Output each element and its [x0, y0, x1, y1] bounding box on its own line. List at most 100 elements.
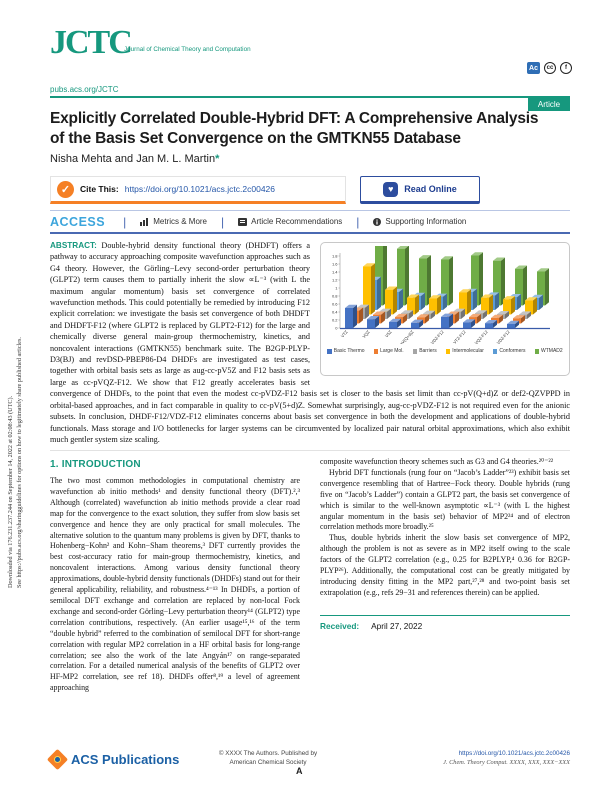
journal-url-link[interactable]: pubs.acs.org/JCTC [50, 85, 119, 94]
journal-citation: J. Chem. Theory Comput. XXXX, XXX, XXX−X… [443, 758, 570, 766]
recommendations-label: Article Recommendations [251, 217, 343, 226]
y-tick-label: 0.6 [332, 301, 338, 306]
download-watermark: Downloaded via 176.231.237.244 on Septem… [6, 236, 24, 588]
y-tick-label: 0.4 [332, 309, 338, 314]
received-label: Received: [320, 620, 360, 631]
separator: | [356, 214, 360, 229]
legend-item: Large Mol. [373, 348, 404, 355]
bar-chart-icon [140, 217, 149, 226]
supporting-info-label: Supporting Information [385, 217, 467, 226]
author-names[interactable]: Nisha Mehta and Jan M. L. Martin [50, 153, 216, 165]
chart-legend: Basic Thermo Large Mol. Barriers Intermolec… [324, 348, 566, 354]
y-tick-label: 0 [335, 325, 338, 330]
left-column: 1. INTRODUCTION The two most common meth… [50, 457, 300, 749]
access-link[interactable]: ACCESS [50, 214, 106, 229]
journal-logo: JCTC [50, 24, 133, 61]
right-column: composite wavefunction theory schemes su… [320, 457, 570, 749]
legend-item: Barriers [412, 348, 437, 355]
intro-paragraph: Hybrid DFT functionals (rung four on “Ja… [320, 467, 570, 532]
x-tick-label: VTZ [340, 329, 349, 339]
download-watermark-line1: Downloaded via 176.231.237.244 on Septem… [7, 395, 14, 588]
x-tick-label: VDZ-F12 [430, 329, 446, 344]
legend-item: Intermolecular [445, 348, 484, 355]
legend-swatch [492, 349, 498, 354]
received-date: April 27, 2022 [371, 620, 423, 631]
x-tick-label: haV(Q+d)Z [397, 329, 415, 344]
check-icon: ✓ [57, 180, 74, 198]
x-tick-label: PNO-VDZ-F12 [489, 329, 512, 344]
cc-by-icon: f [560, 62, 572, 74]
legend-swatch [534, 349, 540, 354]
abstract-text: Double-hybrid density functional theory … [50, 241, 570, 444]
separator: | [221, 214, 225, 229]
footer-doi-link[interactable]: https://doi.org/10.1021/acs.jctc.2c00426 [458, 750, 570, 757]
intro-paragraph: Thus, double hybrids inherit the slow ba… [320, 533, 570, 597]
x-tick-label: V5Z [384, 329, 393, 338]
abstract-label: ABSTRACT: [50, 241, 97, 250]
y-tick-label: 1.8 [332, 253, 338, 258]
y-tick-label: 1.6 [332, 261, 338, 266]
y-tick-label: 0.2 [332, 317, 338, 322]
cite-bar: ✓ Cite This: https://doi.org/10.1021/acs… [50, 176, 570, 204]
header-rule [50, 96, 570, 98]
document-icon [238, 217, 248, 226]
authorchoice-icon: Ac [527, 62, 540, 74]
authors-line: Nisha Mehta and Jan M. L. Martin* [50, 153, 219, 165]
legend-label: Barriers [419, 348, 437, 355]
title-line1: Explicitly Correlated Double-Hybrid DFT:… [50, 110, 539, 127]
section-heading: 1. INTRODUCTION [50, 459, 141, 470]
legend-label: Large Mol. [380, 348, 404, 355]
recommendations-link[interactable]: Article Recommendations [238, 217, 342, 226]
x-tick-label: VTZ-F12 [452, 329, 467, 344]
section-divider [50, 450, 570, 451]
info-circle-icon [373, 217, 382, 226]
acs-diamond-icon [46, 748, 69, 771]
doi-link[interactable]: https://doi.org/10.1021/acs.jctc.2c00426 [124, 184, 275, 194]
supporting-info-link[interactable]: Supporting Information [373, 217, 466, 226]
download-watermark-line2[interactable]: See https://pubs.acs.org/sharingguidelin… [16, 337, 23, 588]
y-tick-label: 1 [335, 285, 338, 290]
basis-set-bar-chart: 0 0.2 0.4 0.6 0.8 1 1.2 1.4 1.6 1.8 VTZ VQZ V5Z haV(Q… [324, 230, 566, 353]
article-type-badge: Article [528, 98, 570, 111]
footer-citation: https://doi.org/10.1021/acs.jctc.2c00426… [443, 750, 570, 767]
page-number: A [296, 766, 303, 776]
intro-paragraph: composite wavefunction theory schemes su… [320, 457, 554, 466]
acs-publications-label: ACS Publications [71, 752, 180, 767]
journal-name: Journal of Chemical Theory and Computati… [124, 46, 251, 53]
cite-this-label: Cite This: [80, 184, 119, 194]
access-bar: ACCESS | Metrics & More | Article Recomm… [50, 210, 570, 234]
read-online-label: Read Online [404, 184, 457, 194]
cite-this-box[interactable]: ✓ Cite This: https://doi.org/10.1021/acs… [50, 176, 346, 204]
copyright-line1: © XXXX The Authors. Published by [218, 750, 318, 757]
legend-item: WTMAD2 [534, 348, 563, 354]
legend-swatch [327, 349, 332, 354]
legend-swatch [412, 349, 418, 354]
cc-license-icon: cc [544, 62, 556, 74]
x-tick-label: VQZ-F12 [474, 329, 490, 344]
open-access-icons: Ac cc f [527, 62, 572, 74]
legend-label: Conformers [499, 348, 526, 355]
y-tick-label: 1.4 [332, 269, 338, 274]
legend-item: Basic Thermo [327, 348, 365, 355]
intro-paragraph: The two most common methodologies in com… [50, 476, 300, 693]
y-tick-label: 1.2 [332, 277, 338, 282]
legend-label: Intermolecular [452, 348, 484, 355]
legend-label: Basic Thermo [333, 348, 365, 355]
abstract-section: 0 0.2 0.4 0.6 0.8 1 1.2 1.4 1.6 1.8 VTZ VQZ V5Z haV(Q… [50, 230, 570, 445]
legend-item: Conformers [492, 348, 526, 355]
legend-swatch [445, 349, 451, 354]
legend-swatch [373, 349, 379, 354]
y-tick-label: 0.8 [332, 293, 338, 298]
read-online-button[interactable]: ♥ Read Online [360, 176, 480, 204]
acs-publications-logo[interactable]: ACS Publications [46, 748, 180, 771]
read-online-icon: ♥ [383, 181, 399, 197]
title-line2: of the Basis Set Convergence on the GMTK… [50, 129, 461, 147]
copyright-note: © XXXX The Authors. Published by America… [208, 750, 328, 767]
abstract-graphic: 0 0.2 0.4 0.6 0.8 1 1.2 1.4 1.6 1.8 VTZ VQZ V5Z haV(Q… [320, 230, 570, 376]
x-tick-label: VQZ [361, 329, 371, 339]
metrics-link[interactable]: Metrics & More [140, 217, 207, 226]
page-title: Explicitly Correlated Double-Hybrid DFT:… [50, 109, 575, 148]
corresponding-author-mark[interactable]: * [215, 153, 220, 165]
received-block: Received: April 27, 2022 [320, 614, 570, 632]
